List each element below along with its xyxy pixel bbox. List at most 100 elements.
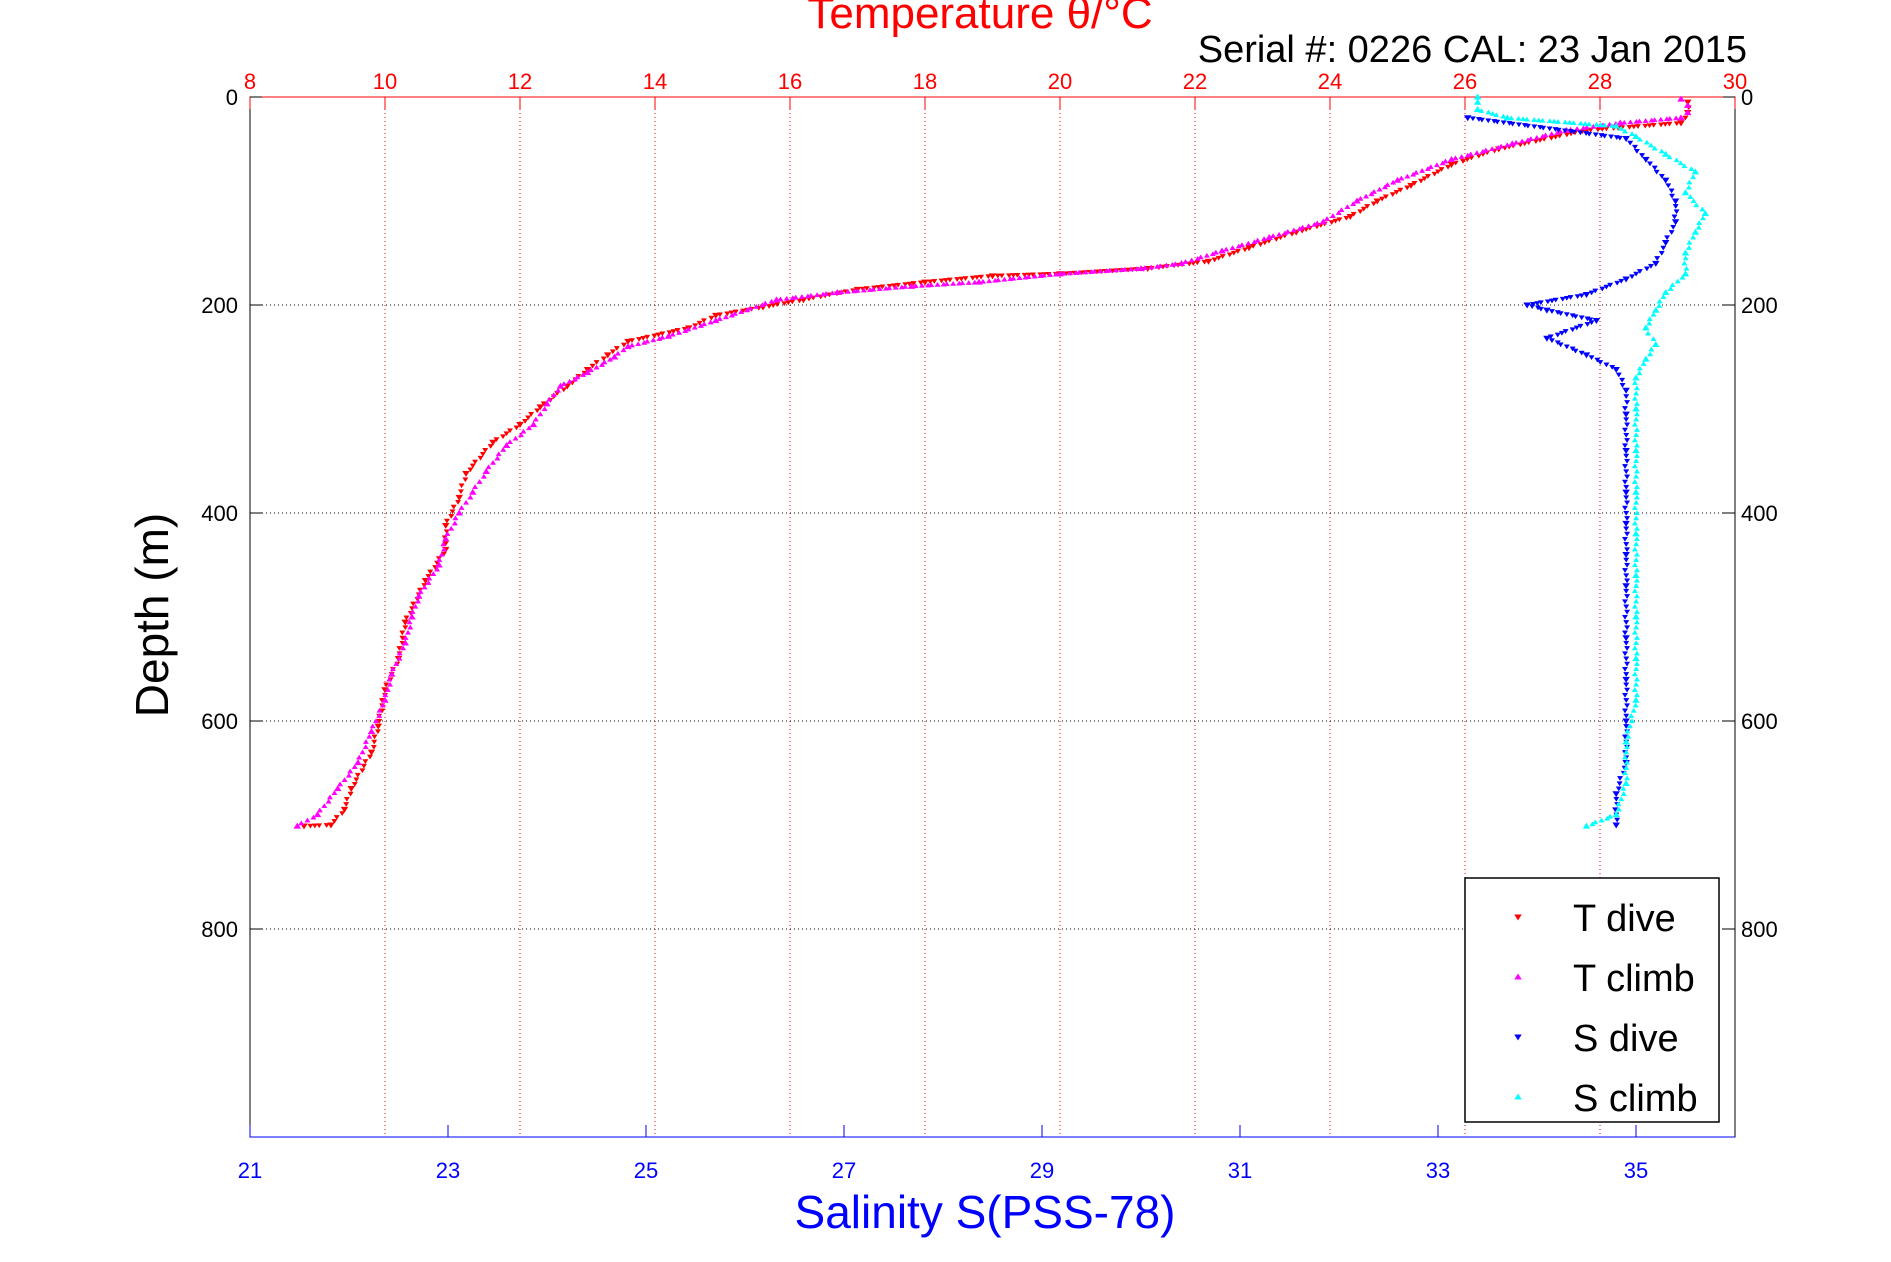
data-point — [934, 281, 941, 287]
data-point — [442, 535, 450, 542]
data-point — [354, 772, 361, 778]
data-point — [1494, 119, 1501, 125]
data-point — [863, 286, 870, 292]
data-point — [1314, 220, 1321, 226]
data-point — [1431, 171, 1438, 177]
data-point — [1519, 138, 1526, 144]
data-point — [1623, 759, 1631, 765]
data-point — [1582, 120, 1589, 126]
data-point — [1690, 198, 1697, 204]
data-point — [659, 334, 666, 340]
data-point — [1633, 556, 1640, 562]
data-point — [1614, 280, 1621, 286]
data-point — [613, 346, 620, 351]
data-point — [337, 781, 344, 787]
data-point — [1633, 634, 1641, 640]
data-point — [1636, 370, 1643, 376]
data-point — [532, 416, 539, 422]
data-point — [485, 464, 492, 470]
top-tick-label: 10 — [373, 69, 397, 94]
data-point — [1473, 98, 1482, 105]
data-point — [1444, 164, 1452, 170]
data-point — [1671, 214, 1678, 220]
data-point — [1566, 119, 1573, 125]
data-point — [1562, 119, 1569, 125]
data-point — [1413, 169, 1420, 175]
data-point — [1370, 201, 1377, 207]
data-point — [425, 580, 432, 585]
data-point — [766, 304, 773, 309]
data-point — [1633, 624, 1640, 630]
data-point — [1574, 126, 1581, 131]
data-point — [1612, 366, 1620, 373]
data-point — [700, 318, 707, 324]
legend-label: T dive — [1573, 898, 1676, 940]
data-point — [490, 459, 497, 465]
data-point — [536, 404, 544, 411]
axis-ticks: 8 10 12 14 16 18 20 22 24 26 28 30 21 23 25 27 29 31 33 35 0… — [201, 69, 1777, 1183]
data-point — [1631, 520, 1638, 526]
data-point — [1665, 183, 1672, 189]
data-point — [1533, 134, 1540, 140]
data-point — [480, 473, 487, 479]
data-point — [1201, 259, 1208, 265]
data-point — [1592, 132, 1599, 138]
data-point — [969, 275, 976, 281]
data-point — [1660, 245, 1667, 251]
data-point — [323, 823, 330, 829]
data-point — [1623, 432, 1630, 438]
data-point — [854, 287, 861, 293]
data-point — [635, 341, 642, 347]
data-point — [1599, 286, 1606, 292]
data-point — [1473, 106, 1482, 113]
data-point — [1577, 130, 1584, 136]
data-point — [455, 494, 463, 501]
data-point — [1557, 311, 1564, 317]
data-point — [1664, 235, 1671, 241]
data-point — [1658, 250, 1665, 256]
data-point — [401, 619, 409, 626]
data-point — [520, 428, 527, 434]
legend-box — [1464, 877, 1720, 1123]
data-point — [1473, 93, 1482, 100]
data-point — [1370, 188, 1377, 194]
data-point — [1633, 582, 1640, 588]
data-point — [1642, 123, 1649, 129]
top-tick-label: 20 — [1048, 69, 1072, 94]
data-point — [604, 352, 612, 359]
data-point — [1690, 234, 1697, 240]
data-point — [1650, 336, 1657, 342]
data-point — [1559, 296, 1566, 302]
data-point — [427, 569, 434, 575]
data-point — [1016, 275, 1023, 281]
data-point — [1014, 273, 1021, 278]
series-s-dive — [1463, 115, 1680, 829]
data-point — [628, 342, 636, 348]
data-point — [829, 290, 836, 296]
data-point — [327, 822, 335, 829]
data-point — [783, 295, 790, 301]
data-point — [560, 387, 567, 393]
data-point — [614, 350, 621, 356]
data-point — [708, 315, 715, 321]
data-point — [1473, 150, 1480, 155]
data-point — [443, 518, 450, 524]
data-point — [1632, 571, 1640, 578]
data-point — [1574, 294, 1581, 300]
data-point — [444, 530, 451, 536]
data-point — [463, 499, 470, 505]
data-point — [1668, 193, 1676, 199]
data-point — [1673, 115, 1680, 121]
data-point — [1632, 447, 1640, 454]
data-point — [1674, 278, 1681, 284]
data-point — [482, 448, 489, 453]
data-point — [1681, 270, 1690, 277]
data-point — [1621, 128, 1629, 134]
data-point — [362, 738, 369, 744]
data-point — [1067, 270, 1074, 276]
data-point — [381, 696, 389, 703]
data-point — [650, 337, 657, 343]
data-point — [1621, 614, 1629, 620]
data-point — [1389, 192, 1396, 198]
data-point — [1535, 117, 1542, 123]
